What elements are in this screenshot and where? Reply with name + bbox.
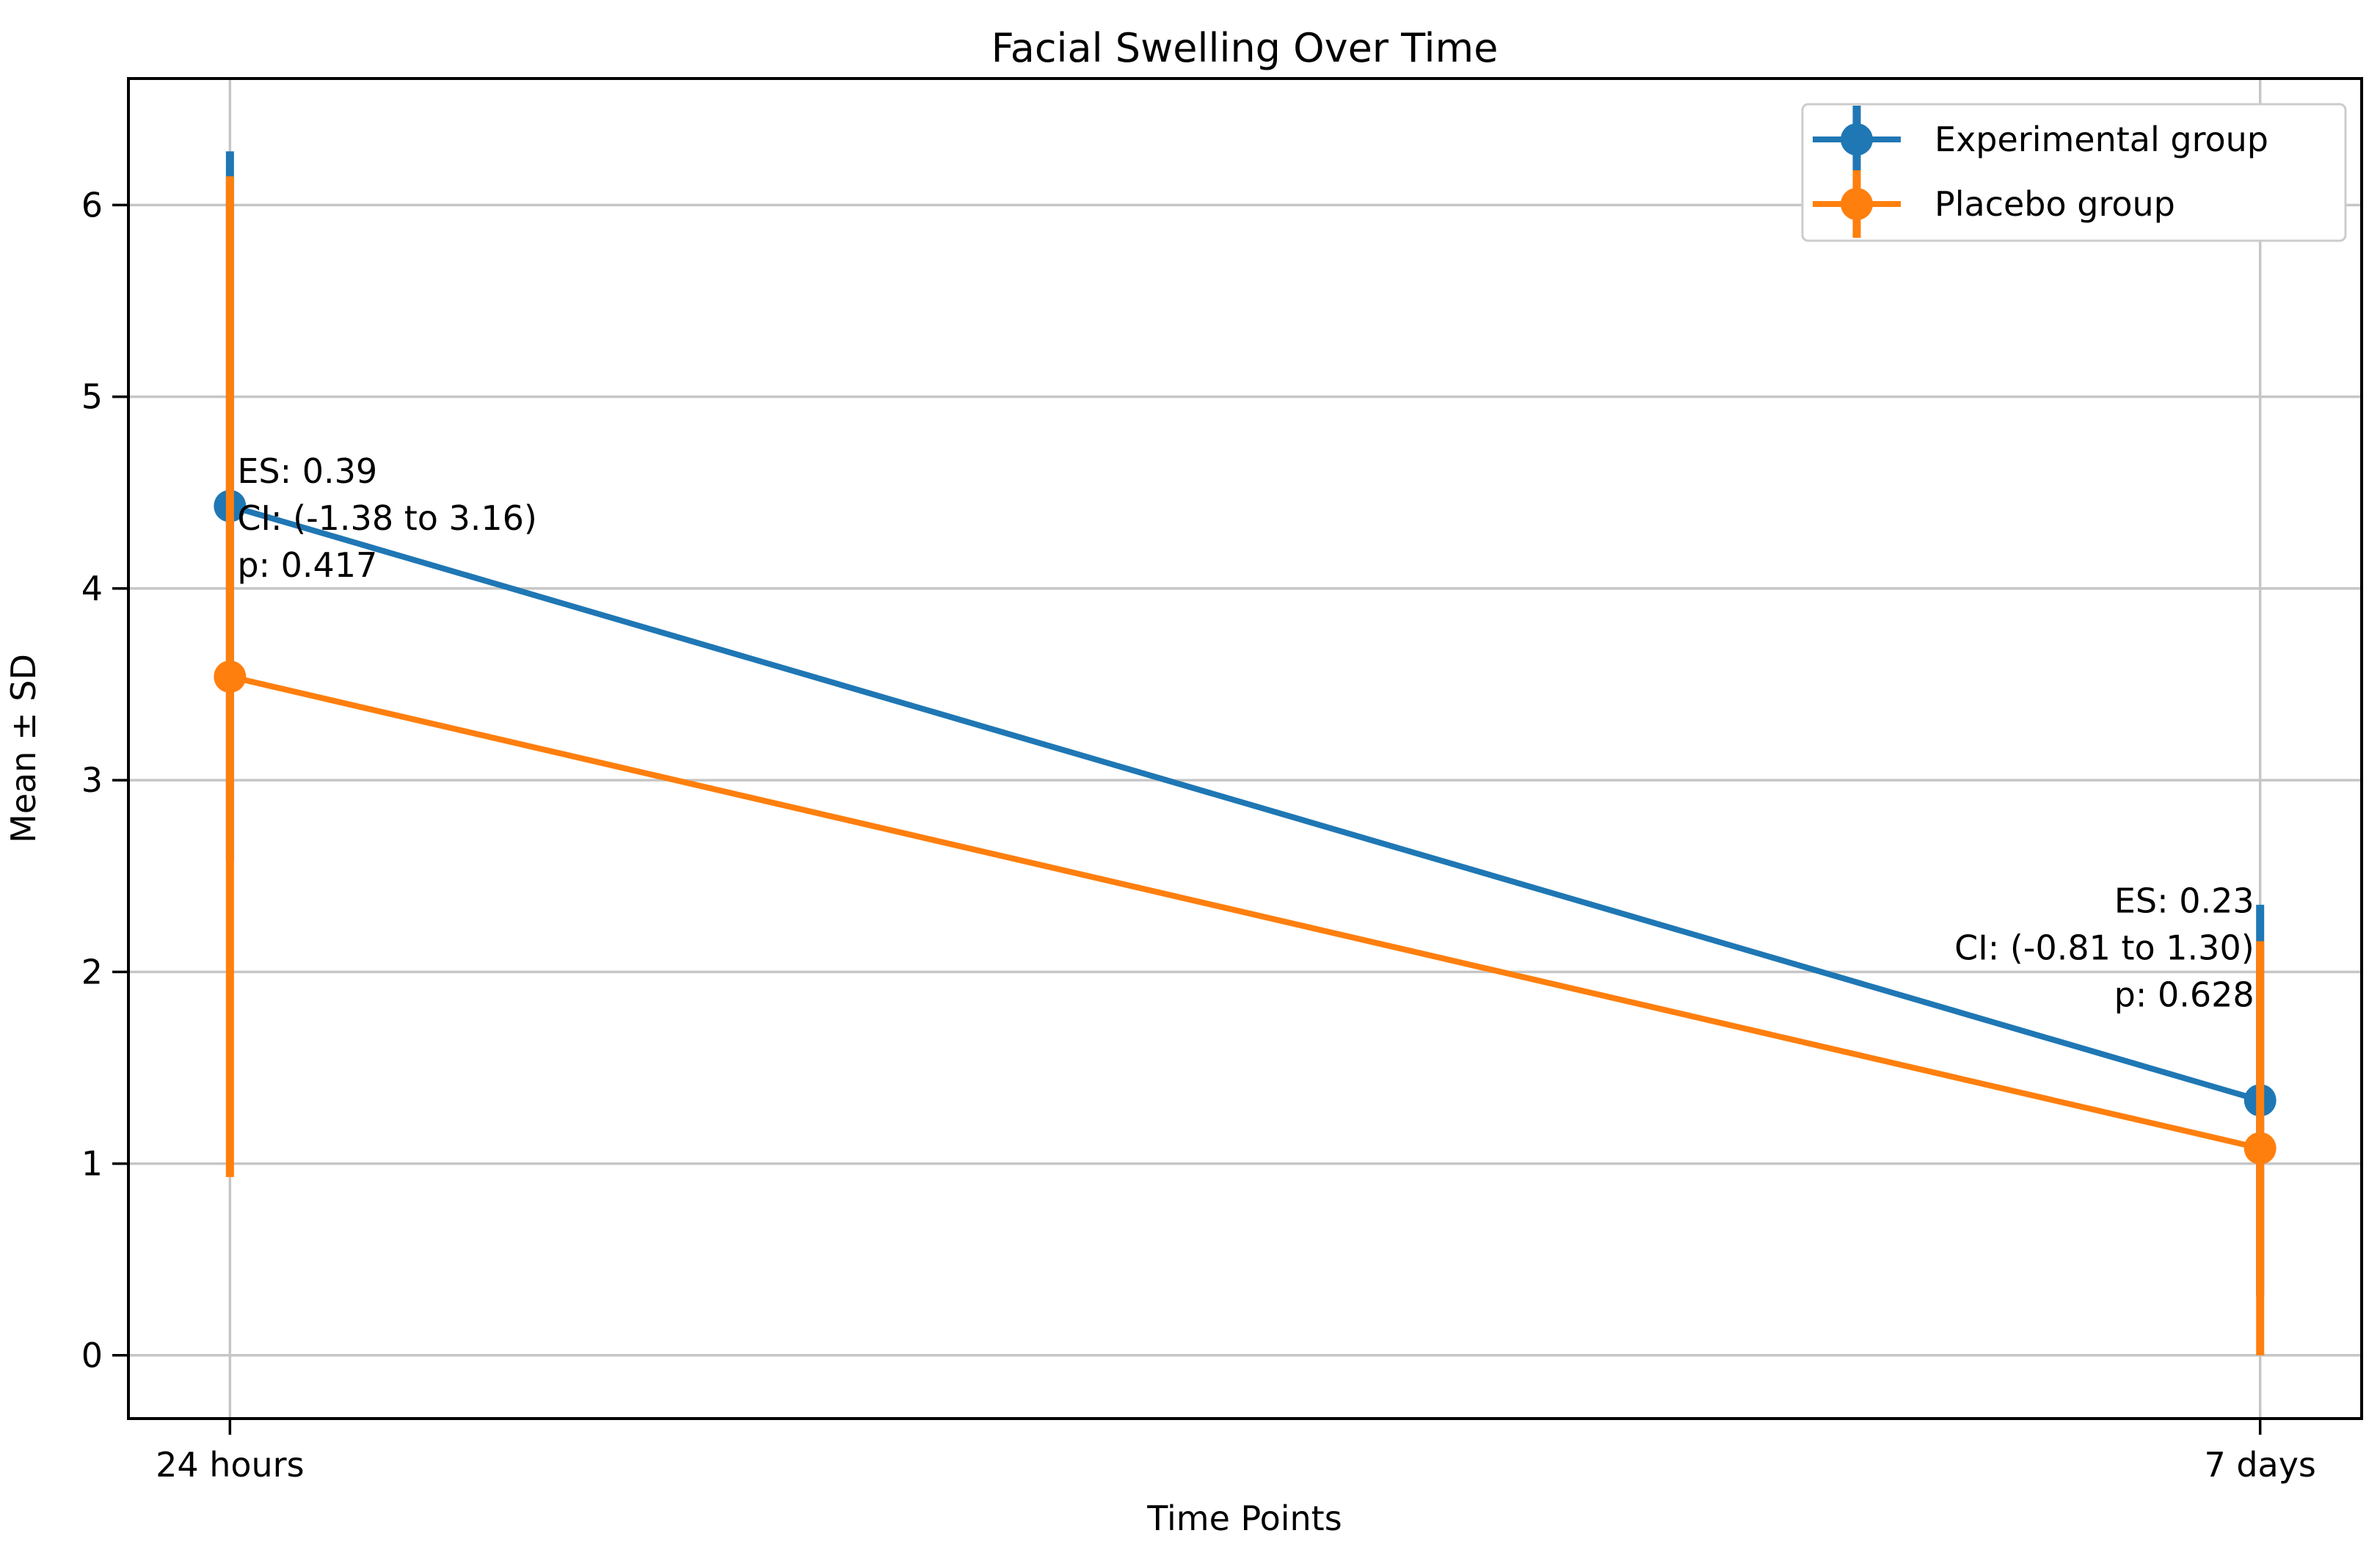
axis-ticks: 0 1 2 3 4 5 6 24 hours 7 days [81,185,2316,1485]
chart-title: Facial Swelling Over Time [991,25,1499,71]
legend-marker [1841,188,1873,220]
stats-annotation-line: p: 0.417 [237,545,377,585]
y-tick-label: 3 [81,760,103,800]
legend: Experimental group Placebo group [1801,103,2347,242]
stats-annotation-line: p: 0.628 [2114,975,2255,1014]
stats-annotation-line: ES: 0.23 [2114,881,2255,920]
y-tick-label: 5 [81,377,103,417]
data-point-placebo-group [214,660,247,694]
y-tick-label: 1 [81,1144,103,1184]
series-line-experimental-group [229,503,2261,1104]
series-line-placebo-group [229,674,2261,1151]
axes-spines [127,77,2363,1420]
data-point-placebo-group [2243,1132,2277,1165]
y-tick-label: 0 [81,1336,103,1375]
x-tick-label: 24 hours [156,1445,305,1485]
plot-border [127,77,2363,1420]
annotations: ES: 0.39 CI: (-1.38 to 3.16) p: 0.417 ES: 0… [237,451,2254,1014]
x-tick-label: 7 days [2204,1445,2315,1485]
y-tick-label: 2 [81,952,103,991]
legend-marker [1841,123,1873,156]
legend-box [1801,103,2347,242]
y-tick-label: 4 [81,569,103,608]
x-axis-label: Time Points [1146,1499,1342,1538]
legend-label: Experimental group [1935,120,2268,159]
stats-annotation-line: CI: (-1.38 to 3.16) [237,498,537,538]
legend-label: Placebo group [1935,184,2175,224]
y-axis-label: Mean ± SD [4,654,43,843]
stats-annotation-line: ES: 0.39 [237,451,377,491]
y-tick-label: 6 [81,185,103,225]
gridlines [128,79,2362,1419]
data-series [214,151,2277,1355]
stats-annotation-line: CI: (-0.81 to 1.30) [1954,928,2255,967]
